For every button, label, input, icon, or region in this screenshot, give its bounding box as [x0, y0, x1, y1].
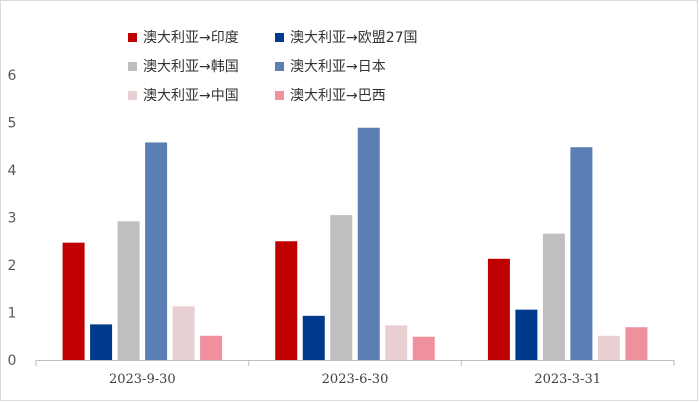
bar [625, 327, 648, 360]
legend-swatch-brazil [275, 90, 284, 100]
legend: 澳大利亚→印度 澳大利亚→欧盟27国 澳大利亚→韩国 澳大利亚→日本 澳大利亚→… [128, 28, 568, 104]
legend-label-eu27: 澳大利亚→欧盟27国 [290, 30, 418, 46]
legend-item-korea: 澳大利亚→韩国 [128, 57, 275, 75]
bar [597, 335, 620, 360]
bar [570, 147, 593, 360]
bar [275, 241, 298, 360]
legend-item-india: 澳大利亚→印度 [128, 28, 275, 46]
y-tick-label: 0 [8, 353, 17, 369]
x-category-label: 2023-3-31 [534, 372, 601, 387]
legend-label-korea: 澳大利亚→韩国 [143, 59, 239, 75]
legend-swatch-eu27 [275, 32, 284, 42]
bar [357, 127, 380, 360]
bar [515, 309, 538, 360]
bar [117, 221, 140, 360]
legend-item-japan: 澳大利亚→日本 [275, 57, 422, 75]
y-tick-label: 1 [8, 306, 17, 322]
x-category-label: 2023-6-30 [322, 372, 389, 387]
bar [145, 142, 168, 360]
legend-label-india: 澳大利亚→印度 [143, 30, 239, 46]
bar [172, 306, 195, 360]
y-tick-label: 5 [8, 116, 17, 132]
legend-label-brazil: 澳大利亚→巴西 [290, 88, 386, 104]
legend-swatch-korea [128, 61, 137, 71]
bar [412, 336, 435, 360]
legend-swatch-india [128, 32, 137, 42]
bar [385, 325, 408, 360]
y-tick-label: 3 [8, 211, 17, 227]
legend-label-china: 澳大利亚→中国 [143, 88, 239, 104]
legend-item-brazil: 澳大利亚→巴西 [275, 86, 422, 104]
bar [487, 258, 510, 360]
x-category-label: 2023-9-30 [109, 372, 176, 387]
bar [302, 315, 325, 360]
legend-swatch-china [128, 90, 137, 100]
bar [542, 233, 565, 360]
legend-swatch-japan [275, 61, 284, 71]
y-tick-label: 6 [8, 68, 17, 84]
bar [200, 335, 223, 360]
legend-label-japan: 澳大利亚→日本 [290, 59, 386, 75]
bar [62, 242, 85, 360]
bar [330, 215, 353, 360]
bar [90, 324, 113, 360]
legend-item-china: 澳大利亚→中国 [128, 86, 275, 104]
legend-item-eu27: 澳大利亚→欧盟27国 [275, 28, 422, 46]
y-tick-label: 4 [8, 163, 17, 179]
y-tick-label: 2 [8, 258, 17, 274]
